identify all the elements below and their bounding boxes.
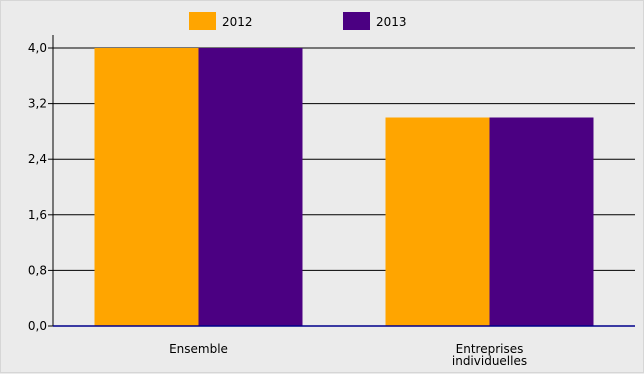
legend-swatch-2012: [189, 12, 216, 30]
bar-2013-0: [198, 48, 303, 326]
y-tick-label: 2,4: [28, 152, 47, 166]
x-category-label: Entreprises: [456, 342, 524, 356]
legend-label: 2013: [376, 15, 407, 29]
y-tick-label: 3,2: [28, 97, 47, 111]
y-tick-label: 4,0: [28, 41, 47, 55]
x-category-label: individuelles: [452, 354, 527, 368]
bar-2012-0: [94, 48, 199, 326]
y-tick-label: 0,8: [28, 263, 47, 277]
bar-2012-1: [385, 117, 490, 326]
legend-label: 2012: [222, 15, 253, 29]
bar-2013-1: [489, 117, 594, 326]
y-tick-label: 0,0: [28, 319, 47, 333]
y-tick-label: 1,6: [28, 208, 47, 222]
legend-swatch-2013: [343, 12, 370, 30]
x-category-label: Ensemble: [169, 342, 228, 356]
